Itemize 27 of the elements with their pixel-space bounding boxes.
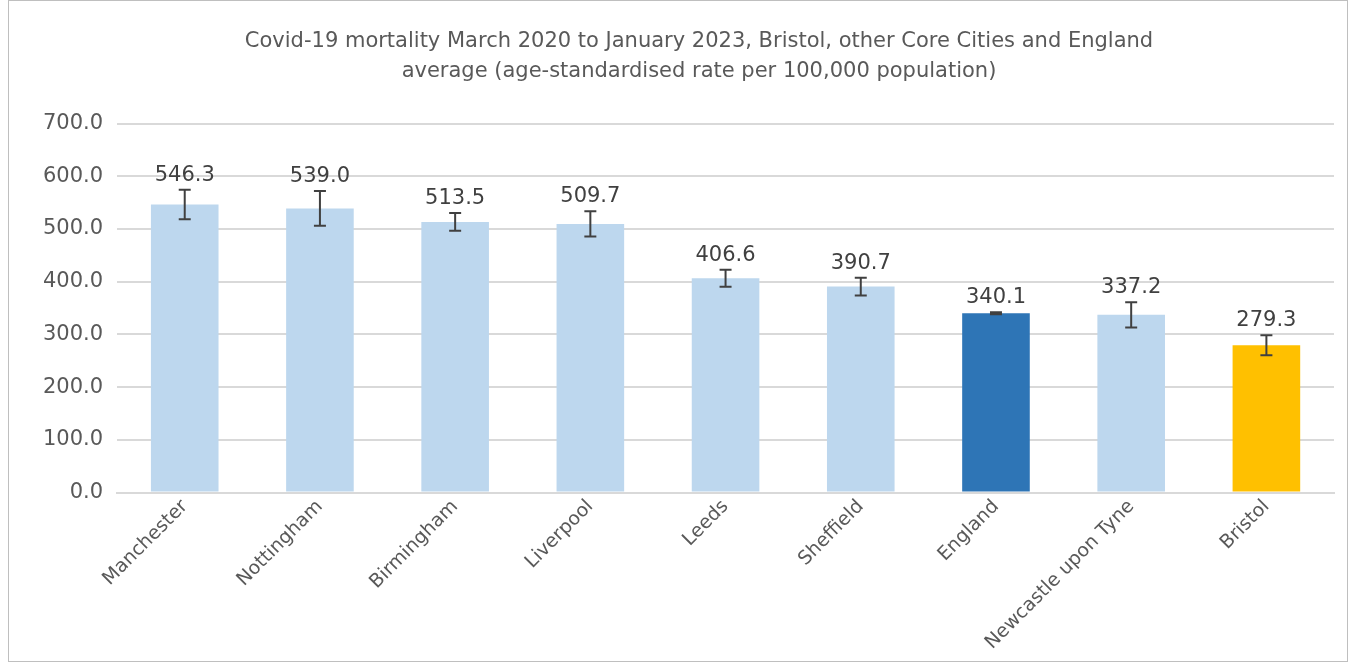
- chart-title: Covid-19 mortality March 2020 to January 2023, Bristol, other Core Cities and England average (age-standardised rate per 100,000 population): [243, 27, 1155, 84]
- y-tick-label: 400.0: [42, 268, 104, 293]
- data-label: 340.1: [965, 284, 1027, 309]
- data-label: 390.7: [830, 249, 891, 274]
- data-label: 279.3: [1236, 307, 1297, 332]
- y-tick-label: 700.0: [42, 110, 104, 135]
- bar: [826, 286, 895, 492]
- y-tick-label: 200.0: [42, 373, 104, 398]
- bar: [286, 208, 354, 492]
- bar: [150, 204, 219, 492]
- bar: [556, 223, 625, 492]
- y-tick-label: 100.0: [42, 426, 104, 451]
- y-tick-label: 0.0: [69, 478, 104, 503]
- bar: [1097, 314, 1165, 492]
- data-label: 546.3: [154, 161, 215, 186]
- y-tick-label: 600.0: [42, 162, 104, 187]
- bar: [421, 221, 489, 492]
- data-label: 406.6: [695, 241, 756, 266]
- data-label: 509.7: [560, 183, 621, 208]
- bar: [962, 313, 1030, 492]
- y-tick-label: 500.0: [42, 215, 104, 240]
- bar: [691, 278, 760, 492]
- y-tick-label: 300.0: [42, 320, 104, 345]
- bar: [1232, 345, 1301, 492]
- data-label: 513.5: [425, 184, 486, 209]
- data-label: 539.0: [289, 163, 350, 188]
- data-label: 337.2: [1101, 274, 1162, 299]
